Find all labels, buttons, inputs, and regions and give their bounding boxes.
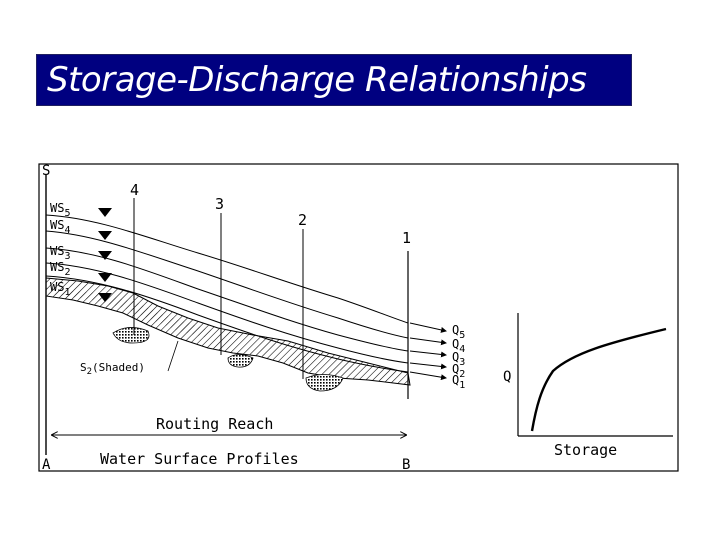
plot-y-label: Q — [503, 369, 511, 385]
s2-leader-line — [167, 340, 179, 372]
q-arrow-5 — [409, 322, 447, 333]
station-label-4: 4 — [130, 181, 139, 199]
svg-text:WS2: WS2 — [50, 260, 70, 278]
routing-reach-label: Routing Reach — [156, 415, 273, 433]
water-surface-3 — [45, 247, 409, 352]
figure-svg: 4 3 2 1 S A B WS5 WS4 WS3 WS2 WS1 Q5 Q4 … — [38, 163, 679, 473]
ws-label-1: WS1 — [50, 280, 112, 302]
q-labels: Q5 Q4 Q3 Q2 Q1 — [452, 323, 465, 391]
station-label-1: 1 — [402, 229, 411, 247]
q-label-2: Q2 — [452, 362, 465, 380]
storage-discharge-curve — [530, 327, 667, 432]
ws-label-2: WS2 — [50, 260, 112, 282]
s2-shaded-label: S2(Shaded) — [80, 361, 145, 377]
q-label-4: Q4 — [452, 337, 465, 355]
corner-label-s: S — [42, 163, 50, 179]
slide-title: Storage-Discharge Relationships — [47, 60, 587, 100]
q-arrow-1 — [409, 371, 447, 381]
plot-x-label: Storage — [554, 441, 617, 459]
ws-marker-2 — [98, 273, 112, 282]
ws-label-5: WS5 — [50, 201, 112, 219]
q-arrow-4 — [409, 337, 447, 346]
water-surface-2 — [45, 262, 409, 364]
s2-shaded-storage — [46, 288, 213, 338]
q-arrow-3 — [409, 350, 447, 358]
ws-label-4: WS4 — [50, 218, 112, 240]
pool-1 — [112, 327, 150, 344]
ws-label-3: WS3 — [50, 244, 112, 262]
ws-marker-5 — [98, 208, 112, 217]
station-label-2: 2 — [298, 211, 307, 229]
storage-discharge-plot: Q Storage — [503, 313, 673, 459]
q-label-1: Q1 — [452, 373, 465, 391]
ws-marker-4 — [98, 231, 112, 240]
title-banner: Storage-Discharge Relationships — [36, 54, 632, 106]
svg-text:WS5: WS5 — [50, 201, 70, 219]
q-label-3: Q3 — [452, 350, 465, 368]
corner-label-a: A — [42, 457, 51, 473]
q-label-5: Q5 — [452, 323, 465, 341]
q-arrow-2 — [409, 362, 447, 370]
water-surface-profiles-label: Water Surface Profiles — [100, 450, 299, 468]
water-surface-4 — [45, 230, 409, 339]
storage-discharge-figure: 4 3 2 1 S A B WS5 WS4 WS3 WS2 WS1 Q5 Q4 … — [38, 163, 680, 473]
ws-marker-3 — [98, 251, 112, 260]
station-label-3: 3 — [215, 195, 224, 213]
svg-text:WS3: WS3 — [50, 244, 70, 262]
pool-3 — [305, 374, 344, 392]
pool-2 — [227, 354, 254, 368]
ws-marker-1 — [98, 293, 112, 302]
water-surface-5 — [45, 214, 409, 324]
svg-text:WS4: WS4 — [50, 218, 70, 236]
water-surface-1 — [45, 275, 409, 373]
corner-label-b: B — [402, 457, 410, 473]
svg-text:WS1: WS1 — [50, 280, 70, 298]
